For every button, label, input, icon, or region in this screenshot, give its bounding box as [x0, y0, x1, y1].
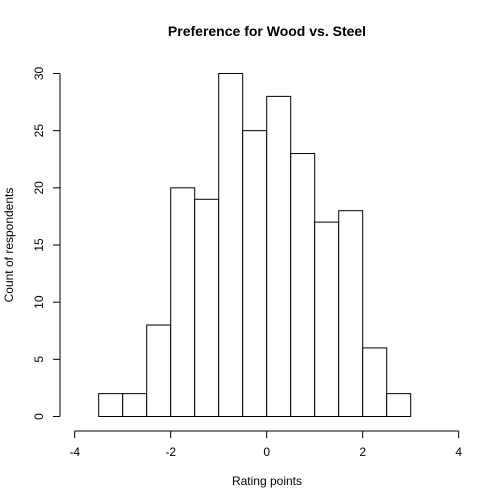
histogram-bar — [98, 393, 124, 418]
y-tick-label: 0 — [32, 413, 46, 420]
histogram-bar — [362, 347, 388, 417]
y-tick-label: 25 — [32, 124, 46, 138]
histogram-bar — [338, 210, 364, 417]
y-axis-label: Count of respondents — [2, 188, 16, 303]
histogram-bar — [218, 73, 244, 417]
histogram-bar — [266, 95, 292, 418]
histogram-bar — [194, 198, 220, 417]
x-tick-label: -4 — [69, 445, 80, 459]
histogram-bar — [242, 130, 268, 417]
histogram-bar — [122, 393, 148, 418]
x-axis-label: Rating points — [232, 474, 302, 488]
x-tick-label: 0 — [263, 445, 270, 459]
x-axis: -4 -2 0 2 4 — [69, 430, 462, 459]
chart-title: Preference for Wood vs. Steel — [168, 23, 366, 39]
y-tick-label: 20 — [32, 181, 46, 195]
y-tick-label: 30 — [32, 67, 46, 81]
histogram-bar — [386, 393, 412, 418]
x-tick-label: 2 — [359, 445, 366, 459]
y-tick-label: 5 — [32, 356, 46, 363]
histogram-bar — [146, 324, 172, 417]
histogram-bar — [314, 221, 340, 417]
x-tick-label: -2 — [165, 445, 176, 459]
bars-group — [98, 73, 412, 418]
x-tick-label: 4 — [455, 445, 462, 459]
histogram-bar — [290, 153, 316, 417]
y-axis: 0 5 10 15 20 25 30 — [32, 67, 61, 420]
y-tick-label: 10 — [32, 295, 46, 309]
histogram-bar — [170, 187, 196, 417]
y-tick-label: 15 — [32, 238, 46, 252]
